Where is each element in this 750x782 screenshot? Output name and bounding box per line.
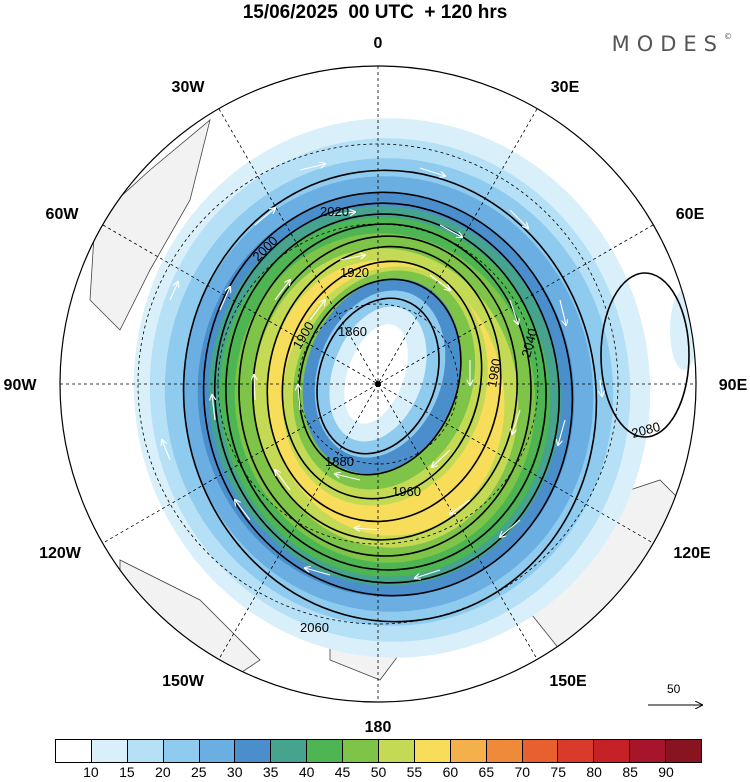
colorbar-tick-label: 10 bbox=[83, 764, 99, 780]
colorbar-tick-label: 80 bbox=[586, 764, 602, 780]
contour-label: 2020 bbox=[320, 204, 349, 219]
map-boundary bbox=[59, 65, 697, 703]
colorbar-swatch bbox=[271, 740, 308, 762]
colorbar-tick-label: 70 bbox=[514, 764, 531, 780]
lon-label-0: 0 bbox=[374, 35, 383, 52]
contour-label: 1860 bbox=[338, 324, 367, 339]
colorbar-ticks: 10 15 20 25 30 35 40 45 50 55 60 65 70 75 80 85 90 bbox=[55, 764, 702, 782]
lon-label-60w: 60W bbox=[46, 206, 80, 223]
colorbar-tick-label: 35 bbox=[262, 764, 279, 780]
colorbar-tick-label: 20 bbox=[155, 764, 171, 780]
lon-label-90e: 90E bbox=[719, 377, 748, 394]
contour-label: 1920 bbox=[340, 265, 369, 280]
colorbar-swatch bbox=[666, 740, 702, 762]
lon-label-150w: 150W bbox=[162, 673, 205, 690]
colorbar-tick-label: 40 bbox=[298, 764, 315, 780]
colorbar-swatch bbox=[127, 740, 164, 762]
colorbar-swatch bbox=[486, 740, 523, 762]
colorbar-swatch bbox=[343, 740, 380, 762]
colorbar-tick-label: 15 bbox=[119, 764, 135, 780]
colorbar-swatch bbox=[594, 740, 631, 762]
colorbar-tick-label: 25 bbox=[190, 764, 207, 780]
colorbar-tick-label: 85 bbox=[622, 764, 638, 780]
lon-label-180: 180 bbox=[365, 719, 392, 736]
contour-label: 2040 bbox=[518, 327, 540, 359]
lon-label-30w: 30W bbox=[172, 79, 206, 96]
contour-label: 1960 bbox=[392, 484, 421, 499]
longitude-labels: 0 30E 60E 90E 120E 150E 180 150W 120W 90… bbox=[4, 35, 748, 736]
colorbar-swatch bbox=[522, 740, 559, 762]
colorbar-tick-label: 90 bbox=[658, 764, 674, 780]
colorbar-tick-label: 30 bbox=[226, 764, 243, 780]
modes-logo: MODES© bbox=[611, 32, 732, 56]
colorbar-swatch bbox=[56, 740, 92, 762]
colorbar-swatch bbox=[199, 740, 236, 762]
colorbar-tick-label: 50 bbox=[370, 764, 387, 780]
colorbar-tick-label: 60 bbox=[442, 764, 459, 780]
colorbar-swatch bbox=[163, 740, 200, 762]
colorbar-tick-label: 45 bbox=[334, 764, 351, 780]
colorbar-tick-label: 75 bbox=[550, 764, 567, 780]
colorbar-swatch bbox=[450, 740, 487, 762]
lon-label-90w: 90W bbox=[4, 377, 38, 394]
colorbar-tick-label: 55 bbox=[406, 764, 423, 780]
lon-label-60e: 60E bbox=[676, 206, 705, 223]
colorbar-swatch bbox=[307, 740, 344, 762]
contour-label: 1880 bbox=[325, 454, 354, 469]
lon-label-30e: 30E bbox=[551, 79, 580, 96]
colorbar-swatch bbox=[91, 740, 128, 762]
lon-label-120w: 120W bbox=[39, 545, 82, 562]
colorbar-swatch bbox=[630, 740, 667, 762]
colorbar-swatch bbox=[235, 740, 272, 762]
height-contours bbox=[182, 169, 690, 623]
colorbar-tick-label: 65 bbox=[478, 764, 495, 780]
scale-vector-label: 50 bbox=[667, 682, 681, 696]
colorbar-swatch bbox=[414, 740, 451, 762]
colorbar-swatch bbox=[558, 740, 595, 762]
colorbar bbox=[55, 739, 702, 763]
contour-label: 2060 bbox=[300, 620, 329, 635]
colorbar-swatch bbox=[379, 740, 415, 762]
map-title: 15/06/2025 00 UTC + 120 hrs bbox=[242, 2, 508, 23]
wind-vectors bbox=[162, 164, 602, 578]
pole-marker bbox=[375, 381, 381, 387]
lon-label-150e: 150E bbox=[549, 673, 587, 690]
lon-label-120e: 120E bbox=[673, 545, 711, 562]
contour-label: 1980 bbox=[484, 357, 504, 388]
contour-label: 2080 bbox=[630, 419, 662, 441]
